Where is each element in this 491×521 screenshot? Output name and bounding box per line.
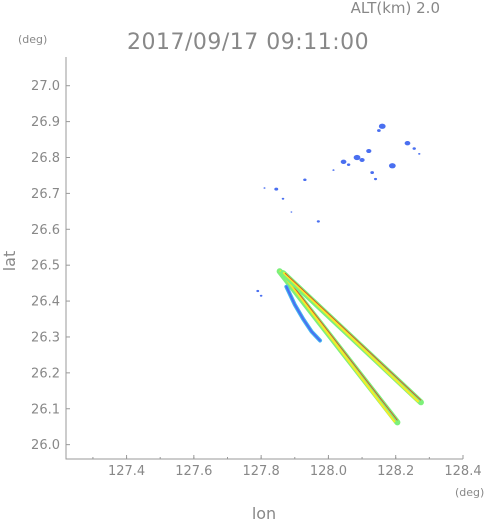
y-axis-label: lat	[0, 251, 19, 272]
altitude-label: ALT(km) 2.0	[351, 0, 440, 17]
axis-lines	[65, 57, 463, 460]
x-tick-label: 128.4	[444, 464, 481, 479]
y-tick-label: 26.7	[31, 187, 60, 202]
y-tick-label: 26.5	[31, 259, 60, 274]
beam-band-core-1	[279, 270, 396, 423]
echo-cell	[290, 211, 293, 213]
y-tick-label: 27.0	[31, 79, 60, 94]
echo-cell	[332, 169, 335, 171]
y-tick-label: 26.4	[31, 295, 60, 310]
beam-band-edge-2	[284, 272, 422, 401]
echo-cell	[412, 147, 416, 150]
beam-band-edge-1	[281, 271, 398, 421]
y-tick-label: 26.8	[31, 151, 60, 166]
echo-cell	[404, 140, 411, 146]
x-tick-label: 127.4	[108, 464, 145, 479]
y-tick-label: 26.1	[31, 402, 60, 417]
y-unit-label: (deg)	[18, 33, 47, 46]
plot-area: 127.4 127.6 127.8 128.0 128.2 128.4 26.026.12…	[31, 57, 482, 479]
echo-cell	[373, 177, 378, 181]
echo-cell	[377, 129, 381, 132]
echo-cell	[316, 220, 320, 223]
echo-cell	[378, 123, 386, 129]
x-axis-label: lon	[252, 504, 276, 521]
echo-cell	[418, 153, 421, 155]
y-tick-label: 26.3	[31, 330, 60, 345]
echo-cells	[256, 123, 421, 297]
y-axis-ticks: 26.0 26.1 26.2 26.3 26.4 26.5 26.6 26.7 26.8 26.9…	[31, 79, 70, 453]
echo-cell	[274, 187, 279, 191]
echo-cell	[346, 163, 351, 166]
echo-cell	[263, 187, 266, 189]
echo-cell	[388, 163, 396, 169]
echo-cell	[370, 171, 374, 174]
x-axis-ticks: 127.4 127.6 127.8 128.0 128.2 128.4	[92, 455, 482, 479]
echo-cell	[259, 294, 263, 297]
echo-cell	[359, 158, 365, 163]
y-tick-label: 26.0	[31, 438, 60, 453]
timestamp-title: 2017/09/17 09:11:00	[127, 30, 369, 55]
x-tick-label: 128.0	[310, 464, 347, 479]
axes-frame	[65, 57, 463, 460]
x-tick-label: 127.8	[243, 464, 280, 479]
echo-cell	[256, 289, 260, 293]
beam-echo-core	[285, 285, 322, 342]
echo-cell	[353, 154, 361, 161]
y-tick-label: 26.2	[31, 366, 60, 381]
y-tick-label: 26.9	[31, 115, 60, 130]
beam-band-core-2	[282, 271, 420, 403]
echo-cell	[303, 178, 307, 182]
echo-cell	[281, 197, 285, 200]
x-tick-label: 128.2	[377, 464, 414, 479]
echo-cell	[366, 149, 372, 154]
y-tick-label: 26.6	[31, 223, 60, 238]
x-tick-label: 127.6	[175, 464, 212, 479]
x-unit-label: (deg)	[455, 486, 484, 499]
echo-cell	[340, 159, 347, 165]
beam-bands	[276, 268, 424, 426]
